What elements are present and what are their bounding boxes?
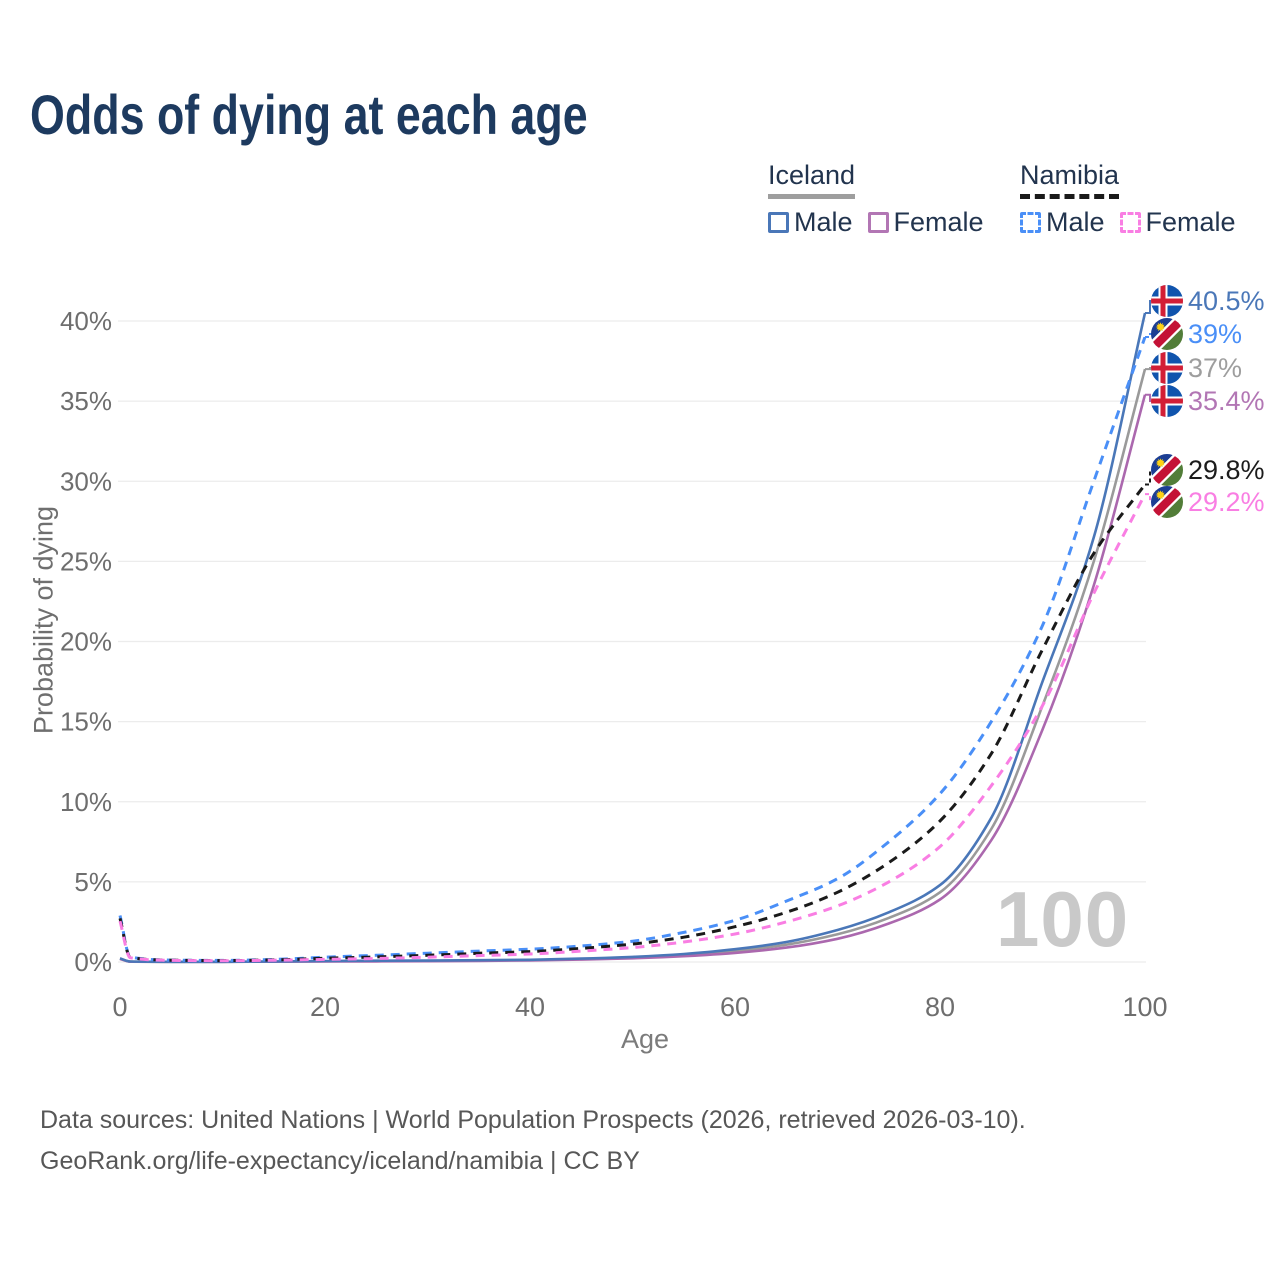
legend-item-namibia-female[interactable]: Female [1119,207,1236,238]
y-tick-label: 40% [60,306,112,336]
y-tick-label: 25% [60,546,112,576]
legend-header-namibia-label: Namibia [1020,160,1120,199]
namibia-male-swatch-icon [1020,212,1041,233]
end-label-iceland_male: 40.5% [1145,285,1265,317]
legend-header-iceland[interactable]: Iceland [768,160,984,199]
iceland-flag-icon [1151,385,1183,417]
chart-title: Odds of dying at each age [30,83,588,146]
x-tick-label: 20 [310,992,340,1022]
gridlines: 0% 5% 10% 15% 20% 25% 30% 35% 40% [60,306,1146,977]
namibia-sun-icon [1155,490,1166,500]
y-tick-label: 35% [60,386,112,416]
y-tick-label: 30% [60,466,112,496]
legend-item-iceland-female-label: Female [893,207,984,237]
legend-item-iceland-female[interactable]: Female [867,207,984,238]
namibia-sun-icon [1155,322,1166,332]
x-axis-title: Age [620,1024,670,1054]
iceland-flag-icon [1151,285,1183,317]
legend-row-iceland: Male Female [768,207,984,238]
series-line-iceland_male[interactable] [119,312,1147,964]
footer-datasource: Data sources: United Nations | World Pop… [40,1106,1026,1134]
namibia-female-swatch-icon [1119,212,1141,233]
legend-item-namibia-female-label: Female [1145,207,1236,237]
end-label-connector [1145,367,1152,371]
series-line-namibia_overall[interactable] [118,483,1147,963]
end-label-iceland_female: 35.4% [1145,385,1265,417]
y-tick-label: 10% [60,787,112,817]
legend-item-iceland-male[interactable]: Male [768,207,853,238]
y-tick-label: 15% [60,707,112,737]
x-tick-label: 100 [1122,992,1167,1022]
legend-item-namibia-male-label: Male [1046,207,1105,237]
series-line-namibia_female[interactable] [118,493,1147,963]
y-tick-label: 20% [60,627,112,657]
end-label-connector [1145,333,1152,338]
y-tick-label: 5% [74,867,112,897]
legend-header-namibia[interactable]: Namibia [1020,160,1236,199]
x-tick-label: 40 [515,992,545,1022]
series-line-iceland_female[interactable] [119,394,1147,964]
footer: Data sources: United Nations | World Pop… [40,1100,1026,1182]
legend-group-namibia: Namibia Male Female [1020,160,1236,238]
legend-item-iceland-male-label: Male [794,207,853,237]
end-label-value-iceland_overall: 37% [1188,353,1242,383]
legend-item-namibia-male[interactable]: Male [1020,207,1105,238]
x-tick-label: 60 [720,992,750,1022]
end-label-iceland_overall: 37% [1145,352,1242,384]
x-tick-label: 0 [112,992,127,1022]
legend-row-namibia: Male Female [1020,207,1236,238]
iceland-female-swatch-icon [867,212,889,233]
y-tick-label: 0% [74,947,112,977]
series-line-namibia_male[interactable] [118,336,1147,962]
end-label-connector [1145,393,1152,402]
x-tick-label: 80 [925,992,955,1022]
age-indicator: 100 [996,875,1130,963]
namibia-sun-icon [1155,458,1166,468]
y-axis-title: Probability of dying [28,505,59,735]
end-label-connector [1145,300,1152,314]
end-label-value-namibia_overall: 29.8% [1188,455,1265,485]
end-label-value-iceland_male: 40.5% [1188,286,1265,316]
legend-group-iceland: Iceland Male Female [768,160,984,238]
end-label-value-namibia_male: 39% [1188,319,1242,349]
iceland-male-swatch-icon [768,212,789,233]
end-label-connector [1145,469,1152,486]
legend-header-iceland-label: Iceland [768,160,856,199]
iceland-flag-icon [1151,352,1183,384]
end-label-value-iceland_female: 35.4% [1188,386,1265,416]
end-label-connector [1145,493,1152,503]
footer-attribution: GeoRank.org/life-expectancy/iceland/nami… [40,1147,640,1175]
end-label-value-namibia_female: 29.2% [1188,487,1265,517]
series-line-iceland_overall[interactable] [119,368,1147,964]
